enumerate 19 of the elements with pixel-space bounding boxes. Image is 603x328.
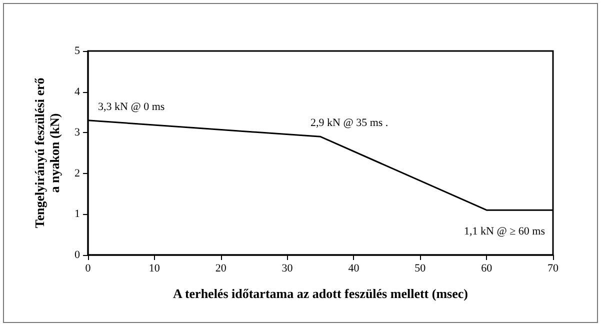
- x-tick-label: 0: [85, 262, 92, 274]
- annotation: 1,1 kN @ ≥ 60 ms: [464, 226, 545, 238]
- x-tick-label: 70: [548, 262, 559, 274]
- x-tick-label: 30: [282, 262, 294, 274]
- x-tick-label: 10: [148, 262, 160, 274]
- x-tick-label: 40: [348, 262, 360, 274]
- y-tick-label: 2: [74, 167, 80, 180]
- x-axis-title: A terhelés időtartama az adott feszülés mellett (msec): [173, 286, 468, 301]
- y-tick-label: 3: [74, 126, 80, 139]
- y-axis-title: Tengelyirányú feszülési erő a nyakon (kN): [32, 77, 62, 228]
- x-tick-label: 20: [215, 262, 227, 274]
- annotation: 2,9 kN @ 35 ms .: [310, 117, 388, 130]
- y-tick-label: 5: [74, 45, 80, 57]
- y-tick-label: 4: [74, 86, 80, 98]
- annotation: 3,3 kN @ 0 ms: [98, 100, 165, 113]
- y-tick-label: 1: [74, 208, 80, 220]
- x-tick-label: 60: [481, 262, 493, 274]
- y-tick-label: 0: [74, 249, 80, 261]
- x-tick-label: 50: [414, 262, 426, 274]
